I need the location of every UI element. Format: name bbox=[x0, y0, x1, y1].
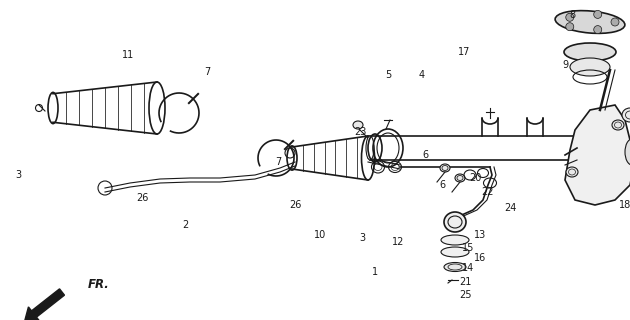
Text: 23: 23 bbox=[354, 127, 366, 137]
Circle shape bbox=[593, 26, 602, 34]
Ellipse shape bbox=[625, 139, 630, 165]
Text: 24: 24 bbox=[504, 203, 516, 213]
Ellipse shape bbox=[366, 136, 374, 160]
Text: 10: 10 bbox=[314, 230, 326, 240]
Circle shape bbox=[566, 13, 574, 21]
Text: 8: 8 bbox=[569, 10, 575, 20]
Ellipse shape bbox=[566, 167, 578, 177]
Ellipse shape bbox=[444, 212, 466, 232]
Text: 22: 22 bbox=[482, 187, 495, 197]
Text: 6: 6 bbox=[439, 180, 445, 190]
Text: 12: 12 bbox=[392, 237, 404, 247]
Text: 16: 16 bbox=[474, 253, 486, 263]
Text: FR.: FR. bbox=[88, 277, 110, 291]
Text: 3: 3 bbox=[15, 170, 21, 180]
Ellipse shape bbox=[353, 121, 363, 129]
Ellipse shape bbox=[455, 174, 465, 182]
Ellipse shape bbox=[555, 11, 625, 33]
Text: 6: 6 bbox=[422, 150, 428, 160]
Text: 15: 15 bbox=[462, 243, 474, 253]
Ellipse shape bbox=[622, 108, 630, 122]
Ellipse shape bbox=[570, 58, 610, 76]
FancyArrow shape bbox=[25, 289, 64, 320]
Text: 26: 26 bbox=[289, 200, 301, 210]
Text: 18: 18 bbox=[619, 200, 630, 210]
Text: 1: 1 bbox=[372, 267, 378, 277]
Ellipse shape bbox=[441, 247, 469, 257]
Text: 4: 4 bbox=[419, 70, 425, 80]
Text: 7: 7 bbox=[275, 157, 281, 167]
Text: 7: 7 bbox=[204, 67, 210, 77]
Circle shape bbox=[611, 18, 619, 26]
Text: 14: 14 bbox=[462, 263, 474, 273]
Text: 13: 13 bbox=[474, 230, 486, 240]
Text: 25: 25 bbox=[459, 290, 471, 300]
Text: 17: 17 bbox=[458, 47, 470, 57]
Text: 21: 21 bbox=[459, 277, 471, 287]
Ellipse shape bbox=[444, 262, 466, 271]
Circle shape bbox=[566, 23, 574, 31]
Text: 3: 3 bbox=[359, 233, 365, 243]
Circle shape bbox=[593, 10, 602, 18]
Ellipse shape bbox=[564, 43, 616, 61]
Text: 2: 2 bbox=[182, 220, 188, 230]
Polygon shape bbox=[565, 105, 630, 205]
Text: 11: 11 bbox=[122, 50, 134, 60]
Text: 5: 5 bbox=[385, 70, 391, 80]
Ellipse shape bbox=[612, 120, 624, 130]
Text: 9: 9 bbox=[562, 60, 568, 70]
Text: 20: 20 bbox=[469, 173, 481, 183]
Ellipse shape bbox=[441, 235, 469, 245]
Ellipse shape bbox=[440, 164, 450, 172]
Text: 26: 26 bbox=[136, 193, 148, 203]
